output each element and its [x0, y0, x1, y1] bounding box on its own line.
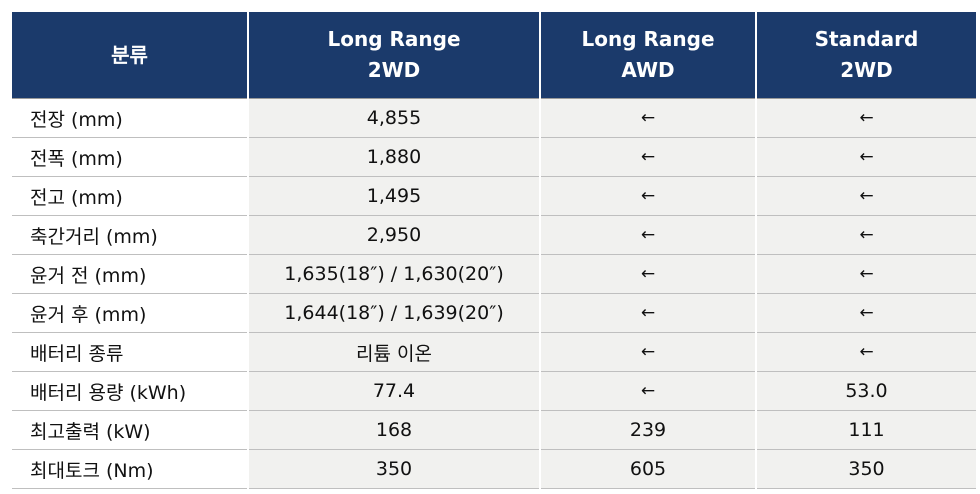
cell-long-range-2wd: 77.4	[247, 371, 540, 411]
row-label: 전장 (mm)	[12, 98, 248, 138]
row-label: 전폭 (mm)	[12, 137, 248, 177]
cell-long-range-2wd: 1,495	[247, 176, 540, 216]
cell-standard-2wd: 350	[755, 449, 976, 489]
row-label: 전고 (mm)	[12, 176, 248, 216]
header-long-range-awd: Long Range AWD	[539, 12, 756, 99]
cell-long-range-2wd: 1,880	[247, 137, 540, 177]
cell-long-range-2wd: 168	[247, 410, 540, 450]
cell-long-range-awd: ←	[539, 254, 756, 294]
row-label: 배터리 용량 (kWh)	[12, 371, 248, 411]
row-label: 배터리 종류	[12, 332, 248, 372]
table-row: 전고 (mm) 1,495 ← ←	[12, 176, 976, 216]
header-row: 분류 Long Range 2WD Long Range AWD Standar…	[12, 12, 976, 99]
cell-long-range-awd: ←	[539, 332, 756, 372]
row-label: 최고출력 (kW)	[12, 410, 248, 450]
cell-standard-2wd: ←	[755, 254, 976, 294]
row-label: 윤거 후 (mm)	[12, 293, 248, 333]
cell-standard-2wd: 53.0	[755, 371, 976, 411]
spec-table-header: 분류 Long Range 2WD Long Range AWD Standar…	[12, 12, 976, 99]
cell-long-range-awd: ←	[539, 293, 756, 333]
cell-long-range-2wd: 1,644(18″) / 1,639(20″)	[247, 293, 540, 333]
table-row: 전장 (mm) 4,855 ← ←	[12, 98, 976, 138]
cell-standard-2wd: ←	[755, 293, 976, 333]
table-row: 최대토크 (Nm) 350 605 350	[12, 449, 976, 489]
table-row: 윤거 후 (mm) 1,644(18″) / 1,639(20″) ← ←	[12, 293, 976, 333]
cell-long-range-awd: ←	[539, 371, 756, 411]
header-long-range-2wd: Long Range 2WD	[247, 12, 540, 99]
cell-standard-2wd: ←	[755, 215, 976, 255]
row-label: 최대토크 (Nm)	[12, 449, 248, 489]
table-row: 전폭 (mm) 1,880 ← ←	[12, 137, 976, 177]
table-row: 최고출력 (kW) 168 239 111	[12, 410, 976, 450]
table-row: 배터리 용량 (kWh) 77.4 ← 53.0	[12, 371, 976, 411]
header-standard-2wd: Standard 2WD	[755, 12, 976, 99]
cell-standard-2wd: 111	[755, 410, 976, 450]
cell-long-range-awd: 239	[539, 410, 756, 450]
cell-long-range-awd: ←	[539, 137, 756, 177]
table-row: 배터리 종류 리튬 이온 ← ←	[12, 332, 976, 372]
cell-standard-2wd: ←	[755, 98, 976, 138]
row-label: 윤거 전 (mm)	[12, 254, 248, 294]
cell-long-range-2wd: 2,950	[247, 215, 540, 255]
cell-long-range-2wd: 리튬 이온	[247, 332, 540, 372]
cell-long-range-awd: 605	[539, 449, 756, 489]
row-label: 축간거리 (mm)	[12, 215, 248, 255]
table-row: 윤거 전 (mm) 1,635(18″) / 1,630(20″) ← ←	[12, 254, 976, 294]
cell-standard-2wd: ←	[755, 137, 976, 177]
header-category: 분류	[12, 12, 248, 99]
cell-long-range-awd: ←	[539, 176, 756, 216]
cell-long-range-awd: ←	[539, 215, 756, 255]
spec-table: 분류 Long Range 2WD Long Range AWD Standar…	[12, 12, 976, 489]
cell-long-range-awd: ←	[539, 98, 756, 138]
cell-standard-2wd: ←	[755, 176, 976, 216]
table-row: 축간거리 (mm) 2,950 ← ←	[12, 215, 976, 255]
cell-standard-2wd: ←	[755, 332, 976, 372]
cell-long-range-2wd: 350	[247, 449, 540, 489]
cell-long-range-2wd: 1,635(18″) / 1,630(20″)	[247, 254, 540, 294]
cell-long-range-2wd: 4,855	[247, 98, 540, 138]
spec-table-body: 전장 (mm) 4,855 ← ← 전폭 (mm) 1,880 ← ← 전고 (…	[12, 98, 976, 489]
